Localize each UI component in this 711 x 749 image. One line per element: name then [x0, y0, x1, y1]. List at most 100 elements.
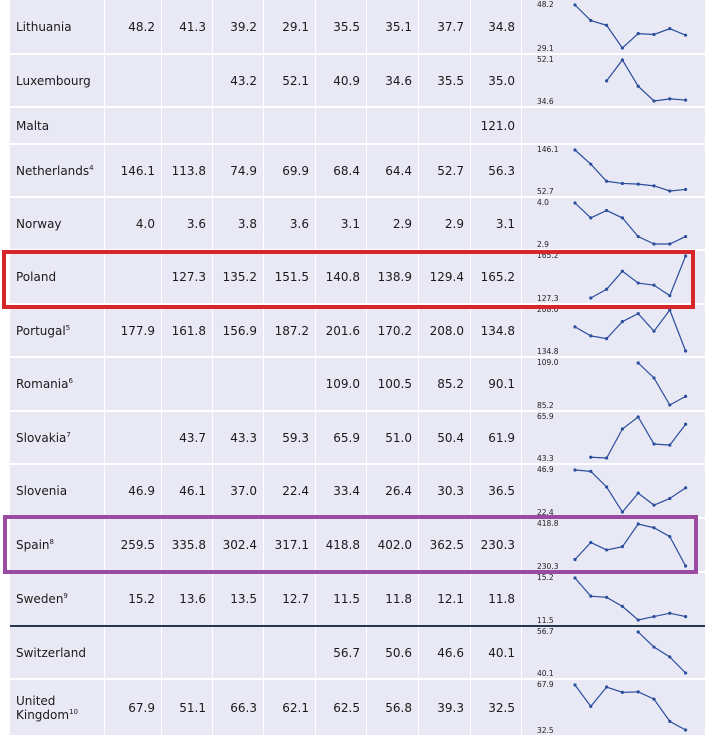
value-cell [414, 108, 471, 143]
value-cell [208, 358, 264, 410]
sparkline-point [668, 719, 672, 723]
value-cell: 43.7 [157, 412, 213, 463]
sparkline-point [636, 618, 640, 622]
sparkline-point [652, 614, 656, 619]
value-cell [208, 627, 264, 678]
table-row-slovakia: Slovakia7 43.7 43.3 59.3 65.9 51.0 50.4 61.9 65.… [10, 412, 705, 465]
sparkline-line [574, 202, 686, 245]
country-cell: Spain8 [10, 519, 105, 571]
country-cell: Norway [10, 198, 105, 249]
sparkline-line [637, 362, 686, 406]
value-cell: 40.9 [311, 55, 367, 106]
sparkline-chart [589, 254, 688, 300]
sparkline-min-label: 134.8 [537, 347, 559, 356]
sparkline-min-label: 40.1 [537, 669, 554, 678]
sparkline-line [574, 523, 687, 567]
sparkline-point [589, 296, 593, 300]
value-cell: 121.0 [466, 108, 522, 143]
sparkline-point [652, 503, 656, 507]
value-cell: 187.2 [259, 305, 316, 356]
sparkline-cell: 46.9 22.4 [535, 465, 705, 517]
country-cell: Malta [10, 108, 105, 143]
sparkline-chart [573, 468, 688, 514]
sparkline-point [605, 456, 609, 460]
value-cell: 135.2 [208, 251, 264, 303]
value-cell: 65.9 [311, 412, 367, 463]
sparkline-min-label: 85.2 [537, 401, 554, 410]
value-cell: 100.5 [362, 358, 419, 410]
sparkline-point [636, 415, 640, 419]
value-cell: 22.4 [259, 465, 316, 517]
value-cell: 3.1 [466, 198, 522, 249]
country-name: Spain [16, 538, 50, 552]
sparkline-point [589, 455, 593, 459]
sparkline-point [605, 179, 609, 183]
sparkline-cell: 48.2 29.1 [535, 0, 705, 53]
sparkline-point [684, 671, 688, 675]
country-cell: Luxembourg [10, 55, 105, 106]
sparkline-point [605, 208, 609, 213]
sparkline-max-label: 65.9 [537, 412, 554, 421]
value-cell [157, 55, 213, 106]
value-cell: 56.3 [466, 145, 522, 196]
value-cell: 68.4 [311, 145, 367, 196]
sparkline-cell: 15.2 11.5 [535, 573, 705, 625]
value-cell: 37.0 [208, 465, 264, 517]
sparkline-point [573, 148, 577, 152]
value-cell [157, 627, 213, 678]
value-cell: 362.5 [414, 519, 471, 571]
sparkline-point [605, 548, 609, 552]
value-cell: 4.0 [105, 198, 162, 249]
sparkline-min-label: 22.4 [537, 508, 554, 517]
value-cell: 3.8 [208, 198, 264, 249]
sparkline-point [573, 201, 577, 205]
sparkline-point [668, 403, 672, 407]
value-cell: 46.9 [105, 465, 162, 517]
sparkline-point [605, 79, 609, 83]
sparkline-point [589, 216, 593, 220]
sparkline-chart [573, 308, 688, 353]
value-cell: 170.2 [362, 305, 419, 356]
sparkline-max-label: 418.8 [537, 519, 559, 528]
country-cell: Romania6 [10, 358, 105, 410]
value-cell [105, 55, 162, 106]
sparkline-point [636, 491, 640, 495]
value-cell [362, 108, 419, 143]
value-cell: 35.0 [466, 55, 522, 106]
sparkline-line [574, 308, 687, 352]
value-cell: 11.8 [362, 573, 419, 625]
value-cell [105, 251, 162, 303]
sparkline-point [636, 690, 640, 694]
value-cell: 37.7 [414, 0, 471, 53]
sparkline-point [636, 281, 640, 285]
sparkline-point [668, 443, 672, 447]
sparkline-cell: 67.9 32.5 [535, 680, 705, 735]
sparkline-max-label: 56.7 [537, 627, 554, 636]
value-cell: 34.8 [466, 0, 522, 53]
value-cell: 35.1 [362, 0, 419, 53]
country-name: Netherlands [16, 163, 90, 178]
country-name: Poland [16, 270, 57, 284]
value-cell: 302.4 [208, 519, 264, 571]
sparkline-line [574, 4, 686, 49]
sparkline-point [668, 534, 672, 539]
sparkline-point [636, 31, 640, 36]
sparkline-point [620, 46, 624, 50]
sparkline-line [574, 684, 686, 731]
sparkline-line [606, 58, 686, 102]
footnote-marker: 9 [63, 592, 68, 600]
sparkline-point [620, 269, 624, 273]
sparkline-point [589, 469, 593, 473]
sparkline-min-label: 2.9 [537, 240, 549, 249]
sparkline-cell: 56.7 40.1 [535, 627, 705, 678]
table-row-slovenia: Slovenia 46.9 46.1 37.0 22.4 33.4 26.4 30.3 36.5… [10, 465, 705, 519]
value-cell [259, 358, 316, 410]
value-cell: 230.3 [466, 519, 522, 571]
value-cell: 138.9 [362, 251, 419, 303]
sparkline-cell [535, 108, 705, 143]
footnote-marker: 10 [69, 707, 78, 716]
sparkline-point [652, 442, 656, 446]
value-cell: 32.5 [466, 680, 522, 735]
value-cell: 127.3 [157, 251, 213, 303]
value-cell: 3.6 [157, 198, 213, 249]
